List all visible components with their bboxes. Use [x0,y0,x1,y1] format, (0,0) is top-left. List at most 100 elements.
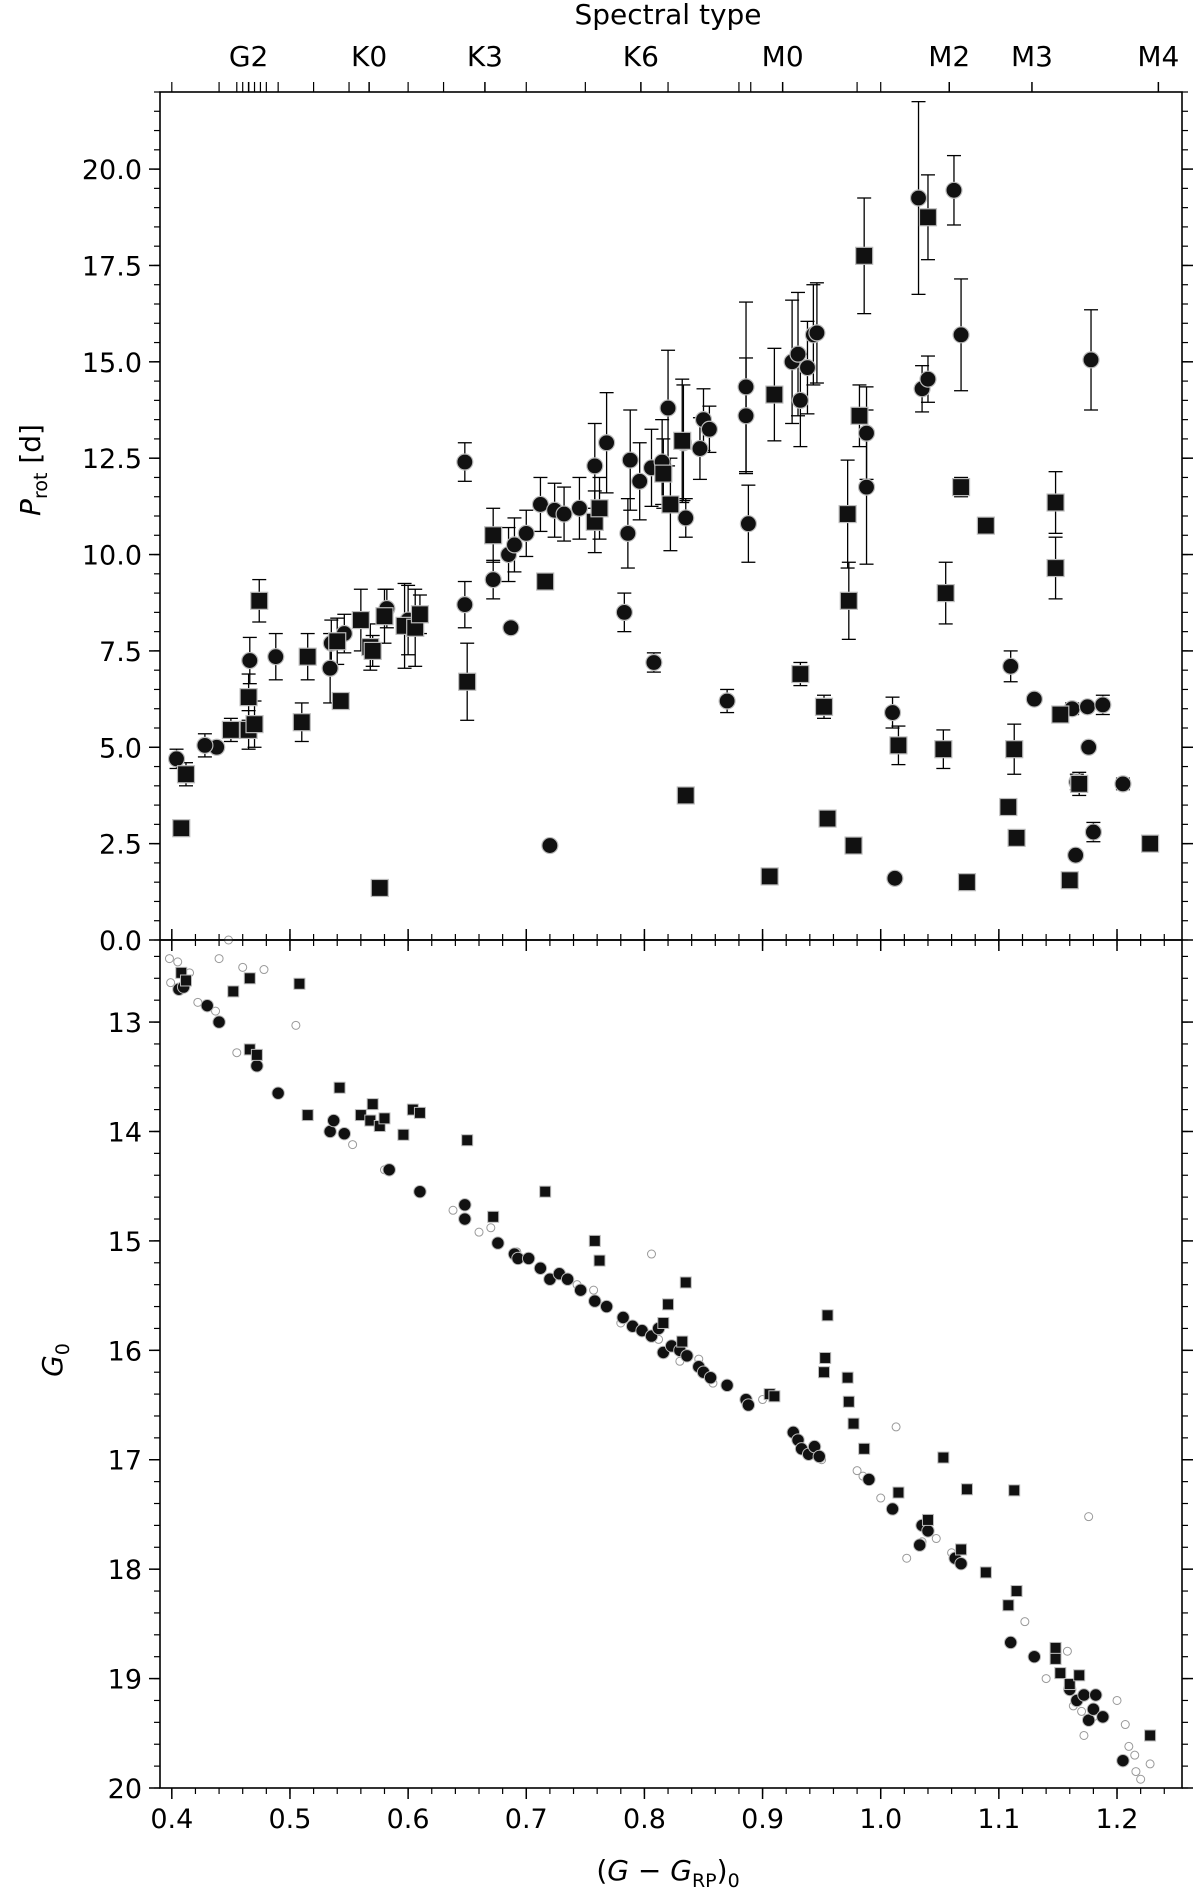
prot-square-point [245,715,264,734]
cmd-open-point [166,978,176,988]
color-magnitude-panel: 13 14 15 16 17 18 19 20 0.4 0.5 0.6 0.7 0.8 0.9 1.0 1.1… [108,935,1193,1835]
cmd-square-point [1049,1652,1062,1665]
prot-square-point [673,431,692,450]
cmd-open-point [876,1493,886,1503]
cmd-square-point [1073,1669,1086,1682]
spectral-tick-label: M0 [762,40,804,73]
spectral-tick-label: K3 [467,40,503,73]
prot-circle-point [1114,775,1132,793]
cmd-square-point [179,974,192,987]
prot-circle-point [517,524,535,542]
spectral-tick-label: M3 [1011,40,1053,73]
cmd-open-point [214,954,224,964]
prot-square-point [370,878,389,898]
cmd-square-point [250,1048,263,1061]
prot-square-point [536,572,555,591]
g0-tick-label: 20 [108,1774,142,1805]
prot-square-point [458,672,477,691]
cmd-circle-point [680,1349,694,1363]
prot-circle-point [789,345,807,363]
cmd-open-point [1020,1617,1030,1627]
x-tick-label: 1.2 [1096,1804,1139,1835]
prot-square-point [1070,774,1089,793]
y-axis-label-g0: G0 [36,1343,74,1377]
x-label-open: ( [596,1854,607,1887]
prot-circle-point [700,420,718,438]
cmd-circle-point [413,1184,427,1199]
prot-square-point [1046,558,1065,578]
y2-label-sub: 0 [52,1343,74,1355]
cmd-square-point [461,1134,474,1147]
cmd-circle-point [616,1310,630,1325]
spectral-tick-label: M2 [928,40,970,73]
cmd-square-point [819,1351,832,1364]
prot-circle-point [456,453,474,471]
prot-circle-point [267,648,285,666]
cmd-circle-point [382,1163,396,1177]
prot-circle-point [737,407,755,425]
prot-circle-point [857,478,876,496]
prot-square-point [654,464,673,483]
cmd-circle-point [588,1294,602,1308]
cmd-open-point [474,1227,484,1237]
y-axis-label-prot: Prot [d] [14,424,52,516]
spectral-tick-label: K6 [623,40,659,73]
cmd-square-point [1049,1641,1062,1654]
prot-circle-point [505,536,524,554]
prot-circle-point [798,359,817,377]
prot-circle-point [619,524,637,542]
cmd-square-point [243,972,256,985]
cmd-open-point [852,1466,862,1476]
g0-tick-label: 13 [108,1008,142,1039]
cmd-circle-point [200,998,214,1013]
g0-tick-label: 17 [108,1446,142,1477]
prot-square-point [661,495,680,514]
cmd-square-point [588,1234,601,1247]
y-tick-label: 5.0 [99,733,142,764]
prot-circle-point [1094,696,1112,714]
cmd-open-point [486,1223,496,1233]
cmd-circle-point [885,1502,900,1516]
cmd-circle-point [1077,1688,1091,1702]
prot-square-point [957,873,977,892]
cmd-square-point [679,1276,692,1289]
prot-circle-point [909,189,928,207]
cmd-open-point [1136,1774,1146,1784]
y-tick-label: 12.5 [82,444,142,475]
cmd-square-point [921,1513,934,1526]
cmd-open-point [238,962,248,972]
g0-tick-label: 18 [108,1555,142,1586]
cmd-open-point [1079,1730,1089,1740]
cmd-open-point [902,1553,912,1563]
prot-circle-point [886,869,904,887]
spectral-tick-label: K0 [351,40,387,73]
g0-tick-label: 14 [108,1117,142,1148]
cmd-open-point [448,1205,458,1215]
cmd-circle-point [560,1272,575,1286]
prot-circle-point [718,692,736,710]
prot-circle-point [919,370,937,388]
cmd-circle-point [533,1261,548,1275]
prot-square-point [331,691,350,711]
prot-square-point [250,591,269,610]
y-tick-label: 10.0 [82,541,142,572]
cmd-open-point [1062,1646,1072,1656]
cmd-circle-point [521,1251,536,1266]
g0-tick-label: 19 [108,1665,142,1696]
prot-square-point [765,385,784,404]
cmd-square-point [841,1371,854,1384]
prot-square-point [292,713,311,732]
cmd-square-point [842,1395,855,1408]
prot-circle-point [1067,846,1085,864]
x-tick-label: 0.9 [741,1804,784,1835]
prot-circle-point [321,659,339,677]
x-label-close: ) [717,1854,728,1887]
y-tick-label: 7.5 [99,637,142,668]
prot-square-point [818,809,837,828]
prot-circle-point [502,619,520,637]
y-label-unit: [d] [14,424,47,473]
bottom-plot-frame [159,939,1183,1789]
cmd-square-point [858,1442,871,1455]
x-tick-label: 0.6 [387,1804,430,1835]
prot-square-point [410,605,430,624]
